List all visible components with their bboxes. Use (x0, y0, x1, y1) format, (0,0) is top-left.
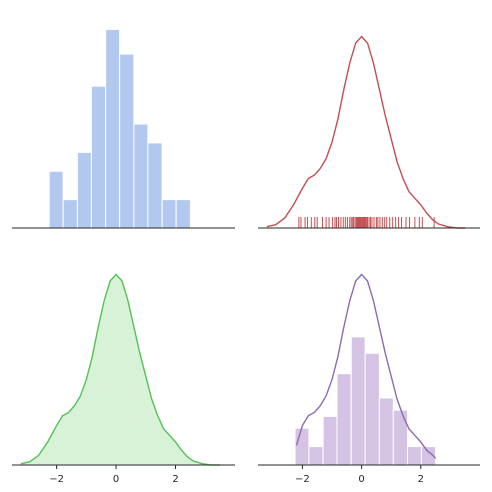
bottom-left-kde-shaded-panel: −2 0 2 (12, 273, 235, 485)
histogram-bar (147, 142, 163, 229)
x-tick-label: 0 (113, 474, 119, 485)
histogram-bar (76, 151, 92, 229)
histogram-bar (48, 170, 64, 229)
x-tick-label: −2 (295, 474, 310, 485)
histogram-bar (308, 446, 324, 466)
histogram-bar (378, 397, 394, 466)
histogram-bar (294, 427, 310, 466)
kde-line (266, 35, 466, 229)
kde-line (295, 273, 437, 459)
x-tick-label: −2 (49, 474, 64, 485)
histogram-bar (175, 199, 191, 229)
histogram-bar (133, 123, 149, 229)
histogram-bar (336, 373, 352, 466)
histogram-bar (392, 409, 408, 466)
histogram-bar (350, 336, 366, 466)
histogram-bar (161, 199, 177, 229)
histogram-bar (364, 352, 380, 466)
x-tick-label: 2 (418, 474, 424, 485)
histogram-bar (62, 199, 78, 229)
kde-line (20, 273, 221, 466)
top-right-kde-rug-panel (258, 35, 480, 229)
histogram-bar (90, 85, 107, 229)
histogram-bar (105, 28, 121, 229)
histogram-bar (406, 446, 422, 466)
x-tick-label: 2 (172, 474, 178, 485)
kde-shaded-area (20, 274, 221, 465)
histogram-bar (119, 53, 135, 229)
x-tick-label: 0 (358, 474, 364, 485)
histogram-bar (322, 415, 338, 466)
bottom-right-hist-kde-panel: −2 0 2 (258, 273, 480, 485)
top-left-histogram-panel (12, 28, 235, 229)
